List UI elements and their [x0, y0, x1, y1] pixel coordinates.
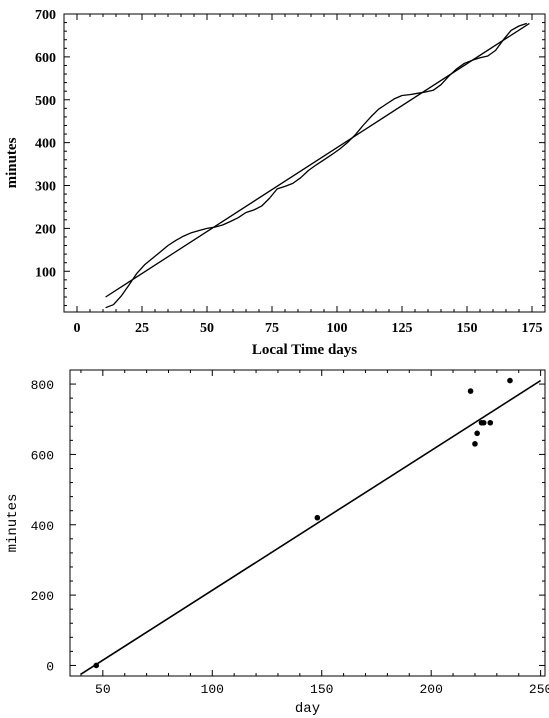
top-y-axis-label: minutes	[4, 137, 20, 188]
data-point	[472, 441, 478, 447]
bottom-x-axis-label: day	[295, 701, 320, 717]
y-tick-label: 0	[46, 659, 54, 674]
x-tick-label: 150	[310, 682, 333, 697]
data-point	[474, 430, 480, 437]
y-tick-label: 200	[35, 222, 56, 237]
data-point	[480, 419, 487, 426]
top-line-chart: 0 25 50 75 100 125 150 175 100 200 300 400 500 600 700…	[4, 8, 546, 358]
y-tick-label: 300	[35, 180, 56, 195]
x-tick-label: 25	[135, 321, 149, 336]
data-point	[507, 377, 513, 384]
top-ticks: 0 25 50 75 100 125 150 175 100 200 300 400 500 600 700	[35, 8, 546, 336]
y-tick-label: 700	[35, 8, 56, 23]
bottom-plot-frame	[69, 369, 546, 677]
y-tick-label: 500	[35, 94, 56, 109]
x-tick-label: 50	[95, 682, 111, 697]
bottom-scatter-chart: 50 100 150 200 250 0 200 400 600 800 day minutes	[5, 369, 549, 717]
x-tick-label: 100	[201, 682, 224, 697]
data-point	[487, 419, 494, 426]
x-tick-label: 175	[522, 321, 543, 336]
y-tick-label: 400	[35, 137, 56, 152]
y-tick-label: 400	[31, 519, 54, 534]
y-tick-label: 800	[31, 378, 54, 393]
top-plot-frame	[63, 13, 546, 313]
top-x-axis-label: Local Time days	[252, 342, 357, 358]
y-tick-label: 600	[31, 448, 54, 463]
y-tick-label: 100	[35, 265, 56, 280]
data-curve	[105, 22, 528, 309]
y-tick-label: 200	[31, 589, 54, 604]
x-tick-label: 200	[419, 682, 442, 697]
x-tick-label: 250	[529, 682, 549, 697]
data-point	[314, 514, 321, 521]
x-tick-label: 75	[265, 321, 279, 336]
y-tick-label: 600	[35, 51, 56, 66]
x-tick-label: 150	[457, 321, 478, 336]
x-tick-label: 100	[327, 321, 348, 336]
bottom-ticks: 50 100 150 200 250 0 200 400 600 800	[31, 369, 549, 697]
bottom-series	[80, 377, 542, 675]
x-tick-label: 0	[74, 321, 81, 336]
bottom-y-axis-label: minutes	[5, 494, 21, 553]
fit-line	[105, 22, 530, 298]
x-tick-label: 50	[200, 321, 214, 336]
x-tick-label: 125	[392, 321, 413, 336]
fit-line	[80, 379, 542, 675]
top-series	[105, 22, 530, 309]
data-point	[467, 388, 474, 394]
